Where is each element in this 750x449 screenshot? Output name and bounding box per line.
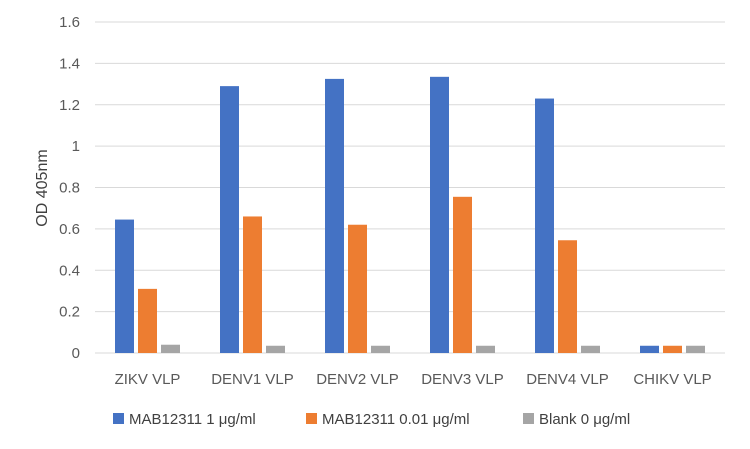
bar (581, 345, 600, 353)
legend-label: MAB12311 1 μg/ml (129, 411, 256, 428)
bars (115, 76, 705, 354)
gridlines (95, 21, 725, 354)
bar (686, 345, 705, 353)
y-tick-label: 0.4 (59, 262, 80, 279)
bar (266, 345, 285, 353)
x-category-label: DENV3 VLP (421, 371, 504, 388)
bar (138, 288, 157, 353)
bar (640, 345, 659, 353)
x-axis-category-labels: ZIKV VLP DENV1 VLP DENV2 VLP DENV3 VLP DENV4… (115, 371, 712, 388)
legend-label: Blank 0 μg/ml (539, 411, 630, 428)
bar (348, 224, 367, 353)
x-category-label: DENV2 VLP (316, 371, 399, 388)
y-tick-label: 1 (72, 138, 80, 155)
bar (663, 345, 682, 353)
bar (558, 240, 577, 353)
bar (115, 219, 134, 353)
bar (535, 98, 554, 353)
bar (243, 216, 262, 353)
legend-swatch (113, 413, 124, 424)
legend-swatch (523, 413, 534, 424)
bar (476, 345, 495, 353)
y-tick-label: 1.4 (59, 55, 80, 72)
x-category-label: DENV1 VLP (211, 371, 294, 388)
bar (161, 344, 180, 353)
x-category-label: DENV4 VLP (526, 371, 609, 388)
y-tick-label: 0 (72, 345, 80, 362)
bar (220, 86, 239, 353)
legend-label: MAB12311 0.01 μg/ml (322, 411, 470, 428)
legend-swatch (306, 413, 317, 424)
y-tick-label: 0.2 (59, 304, 80, 321)
bar (453, 196, 472, 353)
legend: MAB12311 1 μg/ml MAB12311 0.01 μg/ml Blank… (113, 411, 630, 428)
y-tick-label: 0.8 (59, 180, 80, 197)
y-axis-title: OD 405nm (34, 149, 51, 226)
bar (325, 78, 344, 353)
bar (371, 345, 390, 353)
bar (430, 76, 449, 354)
y-tick-label: 1.6 (59, 14, 80, 31)
y-tick-label: 0.6 (59, 221, 80, 238)
x-category-label: CHIKV VLP (633, 371, 711, 388)
y-axis-tick-labels: 0 0.2 0.4 0.6 0.8 1 1.2 1.4 1.6 (59, 14, 80, 362)
y-tick-label: 1.2 (59, 97, 80, 114)
x-category-label: ZIKV VLP (115, 371, 181, 388)
